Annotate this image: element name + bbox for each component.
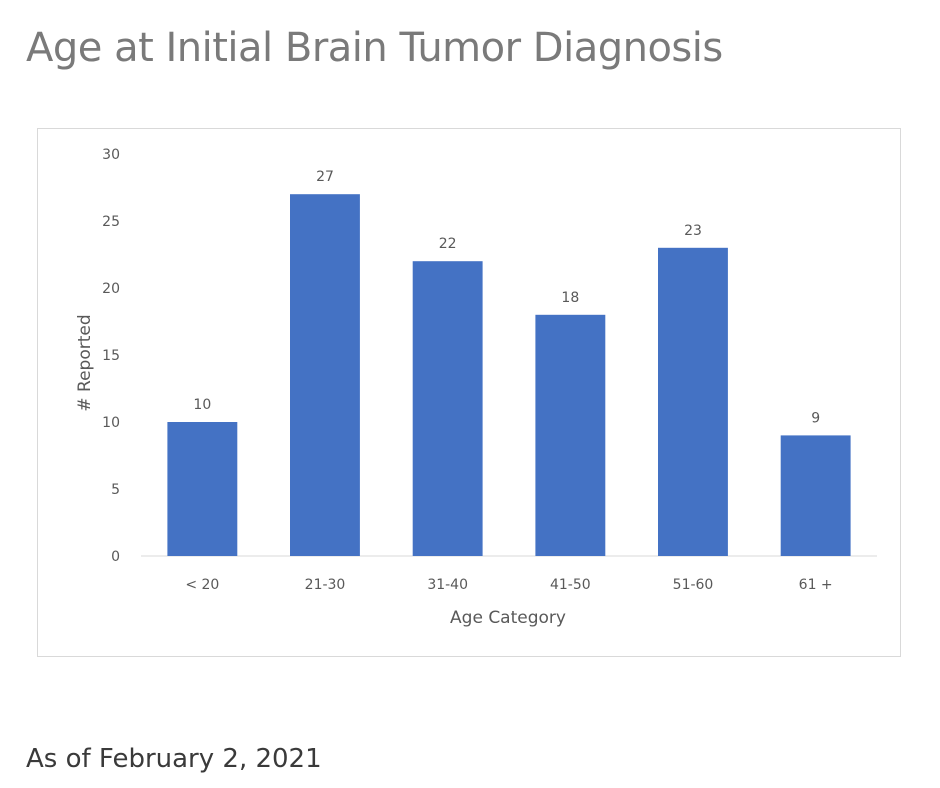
y-tick-label: 5 bbox=[111, 482, 120, 498]
y-axis-title: # Reported bbox=[75, 314, 95, 411]
y-tick-label: 30 bbox=[102, 147, 120, 163]
y-tick-label: 15 bbox=[102, 348, 120, 364]
data-label: 22 bbox=[439, 236, 457, 252]
y-tick-label: 0 bbox=[111, 549, 120, 565]
bar-chart: 0 5 10 15 20 25 30 10 < 20 27 21-30 22 31-40 18 41-50 2… bbox=[38, 129, 900, 656]
bar bbox=[413, 261, 483, 556]
data-label: 18 bbox=[561, 290, 579, 306]
x-tick-label: 51-60 bbox=[673, 577, 714, 593]
chart-frame: 0 5 10 15 20 25 30 10 < 20 27 21-30 22 31-40 18 41-50 2… bbox=[37, 128, 901, 657]
footnote-date: As of February 2, 2021 bbox=[26, 742, 322, 776]
y-tick-label: 25 bbox=[102, 214, 120, 230]
data-label: 23 bbox=[684, 223, 702, 239]
x-axis-title: Age Category bbox=[450, 608, 566, 628]
bar bbox=[535, 315, 605, 556]
x-tick-label: 41-50 bbox=[550, 577, 591, 593]
x-tick-label: < 20 bbox=[185, 577, 219, 593]
bar bbox=[290, 194, 360, 556]
bar bbox=[658, 248, 728, 556]
data-label: 10 bbox=[193, 397, 211, 413]
y-tick-label: 10 bbox=[102, 415, 120, 431]
bar bbox=[167, 422, 237, 556]
y-tick-label: 20 bbox=[102, 281, 120, 297]
x-tick-label: 21-30 bbox=[305, 577, 346, 593]
data-label: 27 bbox=[316, 169, 334, 185]
page-title: Age at Initial Brain Tumor Diagnosis bbox=[26, 22, 723, 74]
x-tick-label: 31-40 bbox=[427, 577, 468, 593]
bar bbox=[781, 435, 851, 556]
data-label: 9 bbox=[811, 410, 820, 426]
x-tick-label: 61 + bbox=[799, 577, 833, 593]
